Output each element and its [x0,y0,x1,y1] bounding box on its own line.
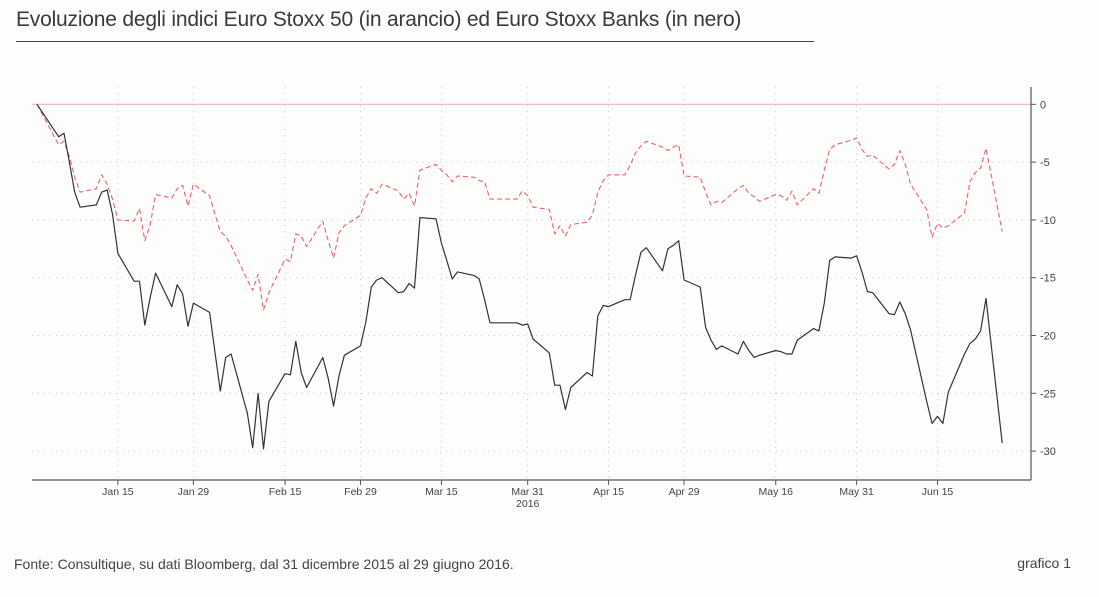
y-tick-label: -20 [1040,331,1056,343]
x-tick-label: Jun 15 [922,486,954,498]
series-line-stoxx50 [36,104,1003,311]
y-tick-label: -30 [1040,446,1056,458]
figure-number: grafico 1 [1017,555,1071,571]
title-underline [16,41,814,42]
x-tick-label: May 16 [759,486,794,498]
line-chart: 0 -5 -10 -15 -20 -25 -30 Jan 15 Jan 29 Feb 15 Feb … [32,87,1056,510]
x-year-label: 2016 [516,498,540,510]
y-tick-label: -15 [1040,273,1056,285]
x-tick-label: Mar 15 [425,486,458,498]
x-tick-label: Feb 15 [269,486,302,498]
x-tick-label: Jan 29 [178,486,210,498]
y-tick-label: -5 [1040,157,1050,169]
x-tick-label: Apr 29 [669,486,700,498]
x-tick-label: May 31 [839,486,874,498]
x-tick-label: Mar 31 [511,486,544,498]
x-tick-label: Jan 15 [102,486,134,498]
source-note: Fonte: Consultique, su dati Bloomberg, d… [14,556,514,572]
x-tick-label: Feb 29 [344,486,377,498]
series-layer [36,103,1003,450]
axis-layer: 0 -5 -10 -15 -20 -25 -30 Jan 15 Jan 29 Feb 15 Feb … [32,87,1056,510]
y-tick-label: 0 [1040,99,1046,111]
y-tick-label: -25 [1040,388,1056,400]
y-tick-label: -10 [1040,215,1056,227]
grid-layer [32,87,1031,480]
x-tick-label: Apr 15 [593,486,624,498]
series-line-banks [36,103,1003,450]
chart-title: Evoluzione degli indici Euro Stoxx 50 (i… [16,8,742,31]
